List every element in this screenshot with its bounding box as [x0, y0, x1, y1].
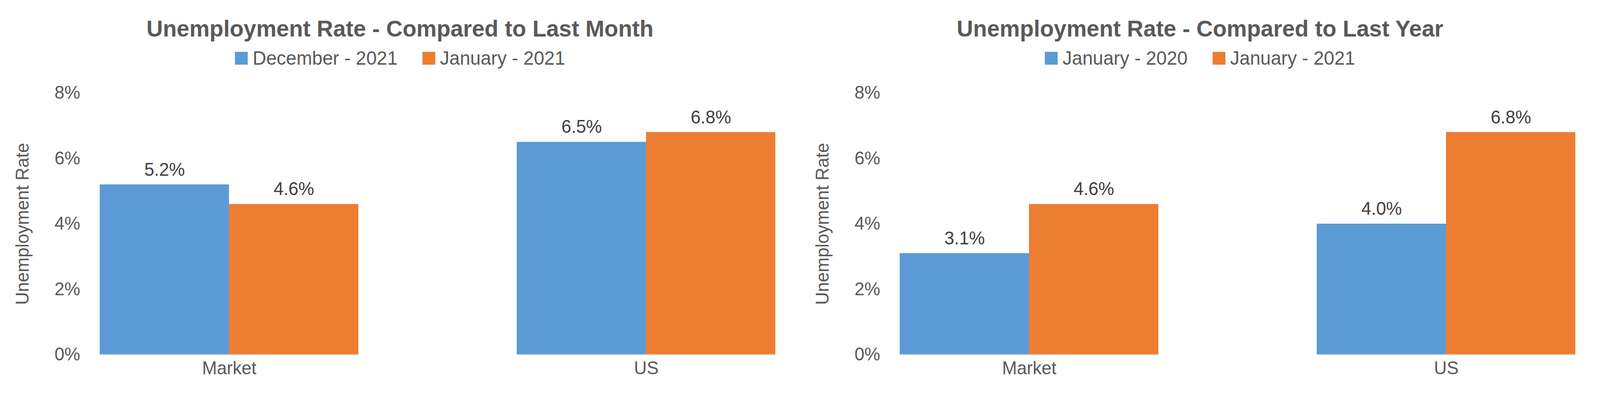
svg-text:6.8%: 6.8% — [1490, 107, 1531, 128]
svg-text:6.8%: 6.8% — [690, 107, 731, 128]
html-text:Unemployment Rate - Compared t: Unemployment Rate - Compared to Last Yea… — [956, 15, 1444, 42]
svg-text:4.6%: 4.6% — [273, 178, 314, 199]
svg-text:5.2%: 5.2% — [144, 159, 185, 180]
svg-text:6.5%: 6.5% — [561, 116, 602, 137]
svg-text:0%: 0% — [854, 343, 880, 365]
svg-text:Market: Market — [1001, 357, 1057, 379]
svg-text:8%: 8% — [854, 82, 880, 103]
svg-text:8%: 8% — [54, 82, 80, 103]
svg-text:2%: 2% — [854, 278, 880, 300]
svg-text:2%: 2% — [54, 278, 80, 300]
svg-text:4%: 4% — [854, 213, 880, 234]
svg-text:6%: 6% — [54, 148, 80, 169]
svg-text:US: US — [633, 357, 659, 379]
svg-text:3.1%: 3.1% — [944, 228, 985, 249]
svg-text:Unemployment Rate: Unemployment Rate — [12, 142, 33, 305]
svg-text:4.6%: 4.6% — [1073, 178, 1114, 199]
svg-text:6%: 6% — [854, 148, 880, 169]
html-text:January - 2020: January - 2020 — [1062, 47, 1188, 69]
html-text:January - 2021: January - 2021 — [439, 47, 566, 69]
svg-text:Unemployment Rate: Unemployment Rate — [812, 142, 833, 305]
svg-text:0%: 0% — [54, 343, 80, 365]
html-text:January - 2021: January - 2021 — [1230, 47, 1356, 69]
html-text:Unemployment Rate - Compared t: Unemployment Rate - Compared to Last Mon… — [146, 15, 654, 42]
svg-text:Market: Market — [201, 357, 257, 379]
svg-text:4%: 4% — [54, 213, 80, 234]
svg-text:4.0%: 4.0% — [1361, 198, 1402, 219]
svg-text:US: US — [1433, 357, 1459, 379]
html-text:December - 2021: December - 2021 — [252, 47, 398, 69]
